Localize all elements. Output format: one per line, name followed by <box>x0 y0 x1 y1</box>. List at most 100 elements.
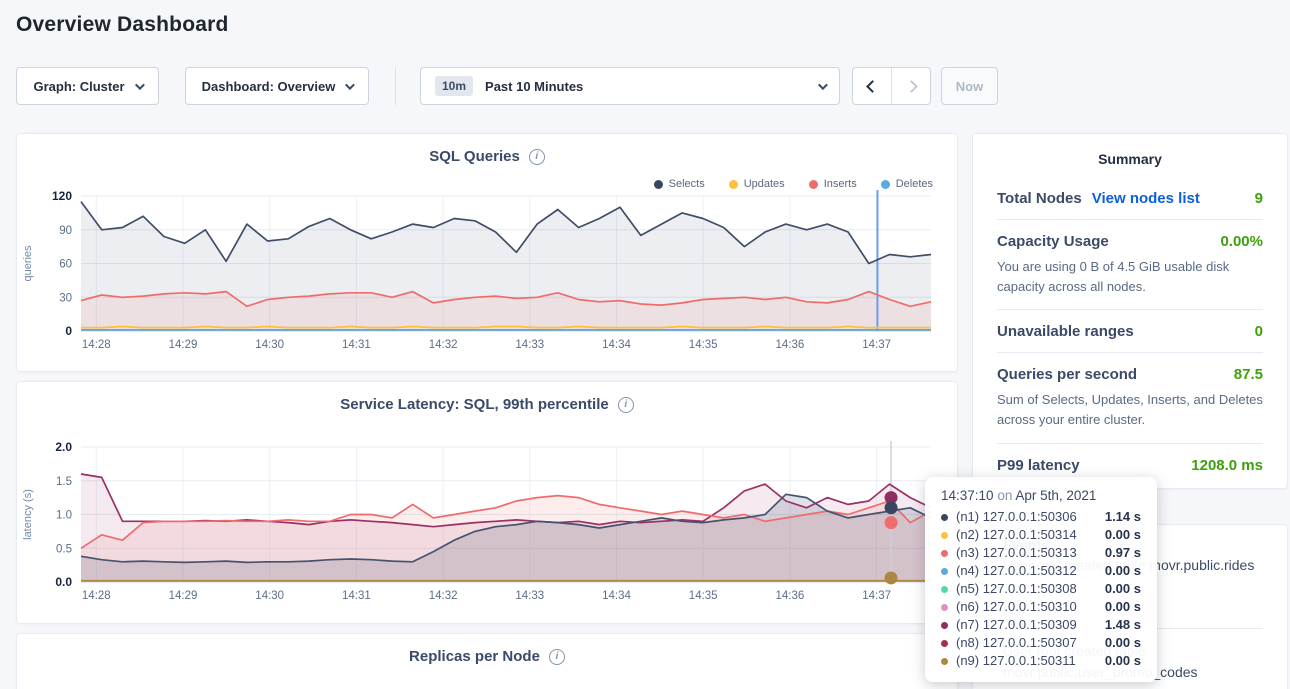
svg-text:14:37: 14:37 <box>862 590 891 602</box>
tooltip-node-label: (n7) 127.0.0.1:50309 <box>956 617 1077 632</box>
series-dot-icon <box>941 567 948 575</box>
info-icon[interactable]: i <box>617 396 634 413</box>
tooltip-row: (n5) 127.0.0.1:50308 0.00 s <box>941 580 1141 598</box>
svg-text:14:31: 14:31 <box>342 339 371 351</box>
capacity-label: Capacity Usage <box>997 233 1109 250</box>
summary-heading: Summary <box>1098 151 1162 167</box>
dashboard-dropdown-label: Dashboard: Overview <box>201 78 336 94</box>
svg-text:0: 0 <box>65 324 72 338</box>
svg-text:14:31: 14:31 <box>342 590 371 602</box>
tooltip-time: 14:37:10 <box>941 488 994 503</box>
series-dot-icon <box>941 585 948 593</box>
page-title: Overview Dashboard <box>16 13 229 36</box>
svg-text:14:33: 14:33 <box>515 339 544 351</box>
service-latency-plot[interactable]: 14:28 14:29 14:30 14:31 14:32 14:33 14:34 14:35… <box>17 436 959 611</box>
tooltip-row: (n4) 127.0.0.1:50312 0.00 s <box>941 562 1141 580</box>
tooltip-node-label: (n2) 127.0.0.1:50314 <box>956 527 1077 542</box>
replicas-per-node-card: Replicas per Node i <box>16 633 958 689</box>
capacity-desc: You are using 0 B of 4.5 GiB usable disk… <box>997 259 1230 295</box>
tooltip-row: (n1) 127.0.0.1:50306 1.14 s <box>941 508 1141 526</box>
svg-text:14:35: 14:35 <box>689 339 718 351</box>
tooltip-node-label: (n3) 127.0.0.1:50313 <box>956 545 1077 560</box>
chart-hover-tooltip: 14:37:10 on Apr 5th, 2021 (n1) 127.0.0.1… <box>925 477 1157 682</box>
qps-desc: Sum of Selects, Updates, Inserts, and De… <box>997 392 1263 428</box>
svg-text:1.5: 1.5 <box>56 476 72 488</box>
time-range-dropdown[interactable]: 10m Past 10 Minutes <box>420 67 840 105</box>
svg-text:30: 30 <box>59 292 72 304</box>
svg-text:14:36: 14:36 <box>776 339 805 351</box>
replicas-per-node-title: Replicas per Node <box>409 648 540 665</box>
tooltip-row: (n2) 127.0.0.1:50314 0.00 s <box>941 526 1141 544</box>
summary-row-qps: Queries per second 87.5 Sum of Selects, … <box>997 353 1263 444</box>
info-icon[interactable]: i <box>528 148 545 165</box>
total-nodes-label: Total Nodes <box>997 190 1082 207</box>
svg-text:14:35: 14:35 <box>689 590 718 602</box>
now-button[interactable]: Now <box>941 67 998 105</box>
tooltip-node-value: 1.14 s <box>1104 509 1141 524</box>
tooltip-row: (n9) 127.0.0.1:50311 0.00 s <box>941 652 1141 670</box>
service-latency-title: Service Latency: SQL, 99th percentile <box>340 396 609 413</box>
svg-text:latency (s): latency (s) <box>22 489 34 540</box>
p99-latency-value: 1208.0 ms <box>1191 456 1263 474</box>
tooltip-row: (n8) 127.0.0.1:50307 0.00 s <box>941 634 1141 652</box>
series-dot-icon <box>941 639 948 647</box>
time-next-button[interactable] <box>891 68 930 104</box>
svg-text:14:28: 14:28 <box>82 339 111 351</box>
summary-row-capacity: Capacity Usage 0.00% You are using 0 B o… <box>997 220 1263 311</box>
tooltip-row: (n3) 127.0.0.1:50313 0.97 s <box>941 544 1141 562</box>
view-nodes-list-link[interactable]: View nodes list <box>1091 190 1200 207</box>
legend-dot <box>880 179 890 189</box>
series-dot-icon <box>941 621 948 629</box>
tooltip-node-label: (n9) 127.0.0.1:50311 <box>956 653 1076 668</box>
tooltip-node-value: 0.00 s <box>1104 527 1141 542</box>
tooltip-date: Apr 5th, 2021 <box>1015 488 1097 503</box>
graph-dropdown-label: Graph: Cluster <box>33 78 125 94</box>
summary-row-p99: P99 latency 1208.0 ms <box>997 444 1263 486</box>
sql-queries-plot[interactable]: 14:28 14:29 14:30 14:31 14:32 14:33 14:34 14:35… <box>17 186 959 361</box>
svg-text:14:32: 14:32 <box>429 339 458 351</box>
svg-text:2.0: 2.0 <box>55 440 72 454</box>
time-prev-button[interactable] <box>853 68 891 104</box>
info-icon[interactable]: i <box>548 648 565 665</box>
svg-text:14:28: 14:28 <box>82 590 111 602</box>
service-latency-card: Service Latency: SQL, 99th percentile i … <box>16 381 958 624</box>
svg-text:120: 120 <box>52 189 72 203</box>
sql-queries-legend: Selects Updates Inserts Deletes <box>653 178 933 190</box>
svg-text:14:30: 14:30 <box>255 590 284 602</box>
svg-text:60: 60 <box>59 259 72 271</box>
tooltip-node-label: (n6) 127.0.0.1:50310 <box>956 599 1077 614</box>
svg-text:14:32: 14:32 <box>429 590 458 602</box>
series-dot-icon <box>941 531 948 539</box>
tooltip-node-value: 0.97 s <box>1104 545 1141 560</box>
now-button-label: Now <box>955 78 984 94</box>
time-range-label: Past 10 Minutes <box>485 78 584 94</box>
svg-text:14:36: 14:36 <box>776 590 805 602</box>
qps-label: Queries per second <box>997 366 1138 384</box>
legend-dot <box>653 179 663 189</box>
tooltip-node-value: 0.00 s <box>1104 635 1141 650</box>
svg-text:14:29: 14:29 <box>169 590 198 602</box>
tooltip-node-value: 0.00 s <box>1104 599 1141 614</box>
legend-item-deletes[interactable]: Deletes <box>880 178 933 190</box>
tooltip-node-value: 1.48 s <box>1104 617 1141 632</box>
svg-text:14:34: 14:34 <box>602 590 631 602</box>
legend-item-selects[interactable]: Selects <box>653 178 705 190</box>
time-range-badge: 10m <box>435 76 474 96</box>
time-pager <box>852 67 931 105</box>
qps-value: 87.5 <box>1233 366 1263 384</box>
dashboard-dropdown[interactable]: Dashboard: Overview <box>185 67 369 105</box>
graph-dropdown[interactable]: Graph: Cluster <box>16 67 159 105</box>
legend-dot <box>728 179 738 189</box>
tooltip-node-label: (n4) 127.0.0.1:50312 <box>956 563 1077 578</box>
sql-queries-title: SQL Queries <box>429 148 520 165</box>
legend-item-updates[interactable]: Updates <box>728 178 785 190</box>
series-dot-icon <box>941 603 948 611</box>
svg-text:14:30: 14:30 <box>255 339 284 351</box>
series-dot-icon <box>941 513 948 521</box>
tooltip-row: (n6) 127.0.0.1:50310 0.00 s <box>941 598 1141 616</box>
legend-item-inserts[interactable]: Inserts <box>808 178 857 190</box>
svg-text:14:37: 14:37 <box>862 339 891 351</box>
tooltip-node-value: 0.00 s <box>1104 563 1141 578</box>
tooltip-node-label: (n8) 127.0.0.1:50307 <box>956 635 1077 650</box>
chevron-down-icon <box>345 79 356 90</box>
